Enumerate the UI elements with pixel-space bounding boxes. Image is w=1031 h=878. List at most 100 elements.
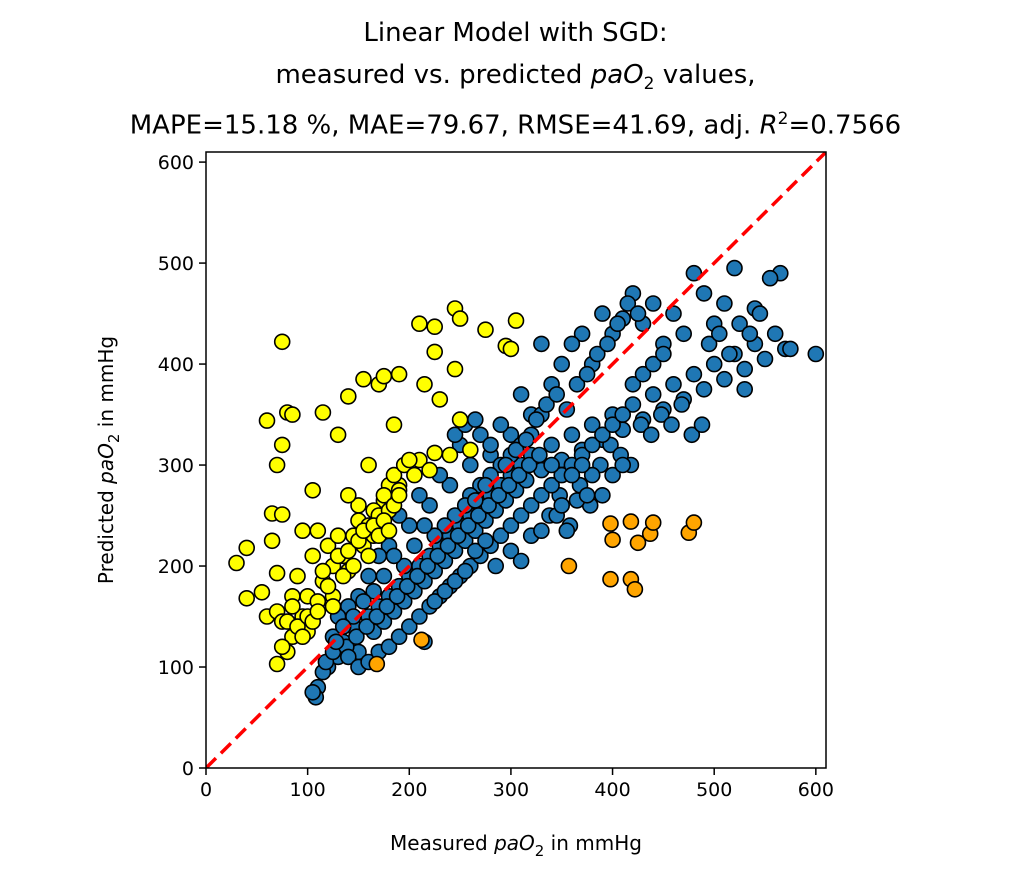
scatter-point xyxy=(492,416,510,434)
scatter-point xyxy=(385,416,403,434)
scatter-point xyxy=(548,386,566,403)
scatter-point xyxy=(334,567,352,585)
scatter-point xyxy=(368,655,386,673)
scatter-point xyxy=(390,365,408,383)
scatter-point xyxy=(388,587,406,605)
scatter-point xyxy=(543,436,560,454)
scatter-point xyxy=(365,582,383,600)
y-tick-label: 100 xyxy=(158,657,194,679)
scatter-point xyxy=(573,325,591,343)
scatter-point xyxy=(629,305,647,322)
scatter-point xyxy=(319,577,337,595)
scatter-point xyxy=(500,476,518,494)
scatter-point xyxy=(355,370,372,388)
x-tick-label: 300 xyxy=(493,779,529,801)
scatter-point xyxy=(380,638,398,656)
scatter-point xyxy=(490,486,508,504)
points-layer xyxy=(228,259,825,706)
scatter-point xyxy=(599,335,616,353)
scatter-point xyxy=(716,370,733,388)
y-tick-label: 500 xyxy=(158,253,194,275)
scatter-point xyxy=(284,406,301,423)
scatter-point xyxy=(289,567,306,585)
title-superscript: 2 xyxy=(777,109,789,129)
x-tick-label: 0 xyxy=(200,779,212,801)
scatter-point xyxy=(456,562,474,580)
scatter-point xyxy=(622,513,640,530)
scatter-point xyxy=(284,598,301,615)
x-tick-label: 200 xyxy=(391,779,427,801)
scatter-point xyxy=(726,259,743,277)
scatter-point xyxy=(441,476,459,494)
scatter-point xyxy=(426,444,444,462)
title-subscript: 2 xyxy=(643,74,655,95)
scatter-point xyxy=(329,527,347,545)
scatter-point xyxy=(327,633,345,651)
scatter-point xyxy=(663,416,680,434)
scatter-point xyxy=(263,532,281,550)
title-symbol: R xyxy=(759,110,778,141)
scatter-point xyxy=(368,608,386,625)
plot-frame xyxy=(205,151,827,769)
scatter-point xyxy=(406,537,423,555)
scatter-point xyxy=(527,411,545,428)
scatter-point xyxy=(695,285,713,302)
scatter-point xyxy=(721,345,738,363)
scatter-point xyxy=(451,411,469,428)
scatter-point xyxy=(390,486,408,504)
scatter-point xyxy=(736,380,754,398)
scatter-point xyxy=(602,515,619,532)
scatter-point xyxy=(756,350,774,368)
scatter-point xyxy=(314,404,332,421)
scatter-point xyxy=(652,406,670,423)
chart-title-line-2: measured vs. predicted paO2 values, xyxy=(0,60,1031,99)
scatter-point xyxy=(378,598,396,615)
scatter-point xyxy=(578,486,596,504)
scatter-point xyxy=(348,628,365,646)
y-tick-label: 600 xyxy=(158,152,194,174)
scatter-point xyxy=(629,534,647,552)
scatter-point xyxy=(502,340,520,358)
scatter-point xyxy=(304,481,322,499)
scatter-point xyxy=(411,315,428,333)
scatter-point xyxy=(426,593,444,610)
scatter-point xyxy=(411,608,428,625)
scatter-point xyxy=(421,461,438,479)
scatter-point xyxy=(309,522,327,540)
scatter-point xyxy=(339,486,357,504)
scatter-point xyxy=(685,514,703,531)
scatter-point xyxy=(380,522,398,540)
scatter-point xyxy=(736,360,754,378)
scatter-point xyxy=(360,456,377,474)
y-tick-label: 400 xyxy=(158,354,194,376)
scatter-point xyxy=(451,310,469,327)
scatter-point xyxy=(782,340,799,358)
x-tick-label: 100 xyxy=(290,779,326,801)
scatter-point xyxy=(385,547,403,565)
scatter-point xyxy=(538,396,555,413)
scatter-point xyxy=(614,406,632,423)
scatter-point xyxy=(522,497,540,514)
scatter-point xyxy=(761,269,779,287)
scatter-point xyxy=(294,522,311,540)
scatter-point xyxy=(644,295,662,312)
scatter-point xyxy=(512,386,530,403)
scatter-point xyxy=(426,318,444,336)
scatter-point xyxy=(558,522,576,540)
scatter-point xyxy=(624,396,642,413)
scatter-point xyxy=(238,539,255,557)
title-text: =0.7566 xyxy=(788,110,902,141)
scatter-point xyxy=(390,628,408,646)
scatter-point xyxy=(531,446,548,464)
title-text: Linear Model with SGD: xyxy=(363,18,668,48)
scatter-point xyxy=(604,531,621,549)
scatter-point xyxy=(533,486,550,504)
scatter-point xyxy=(807,345,825,363)
title-text: measured vs. predicted xyxy=(275,60,591,90)
scatter-point xyxy=(517,431,535,449)
scatter-point xyxy=(619,295,637,312)
x-tick-label: 600 xyxy=(798,779,834,801)
scatter-point xyxy=(324,598,342,615)
scatter-point xyxy=(502,517,520,534)
scatter-point xyxy=(268,655,286,673)
